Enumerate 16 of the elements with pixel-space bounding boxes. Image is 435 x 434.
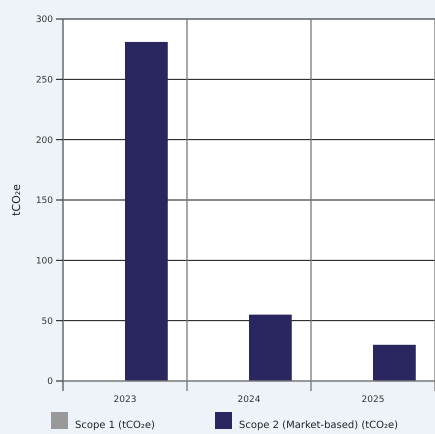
bar xyxy=(249,314,292,381)
y-tick-label: 0 xyxy=(47,377,54,388)
y-tick-label: 150 xyxy=(36,196,54,206)
x-tick-label: 2023 xyxy=(114,395,136,405)
x-tick-label: 2024 xyxy=(238,395,261,405)
x-tick-label: 2025 xyxy=(362,395,384,405)
y-tick-label: 200 xyxy=(36,136,54,146)
y-axis-title: tCO₂e xyxy=(10,184,23,216)
y-tick-label: 50 xyxy=(42,316,54,327)
y-tick-label: 100 xyxy=(36,256,54,266)
legend-label: Scope 1 (tCO₂e) xyxy=(75,420,156,431)
bar xyxy=(125,42,168,381)
bar xyxy=(373,344,416,381)
y-tick-label: 250 xyxy=(36,75,54,86)
legend-label: Scope 2 (Market-based) (tCO₂e) xyxy=(239,420,398,431)
y-tick-label: 300 xyxy=(36,15,54,26)
